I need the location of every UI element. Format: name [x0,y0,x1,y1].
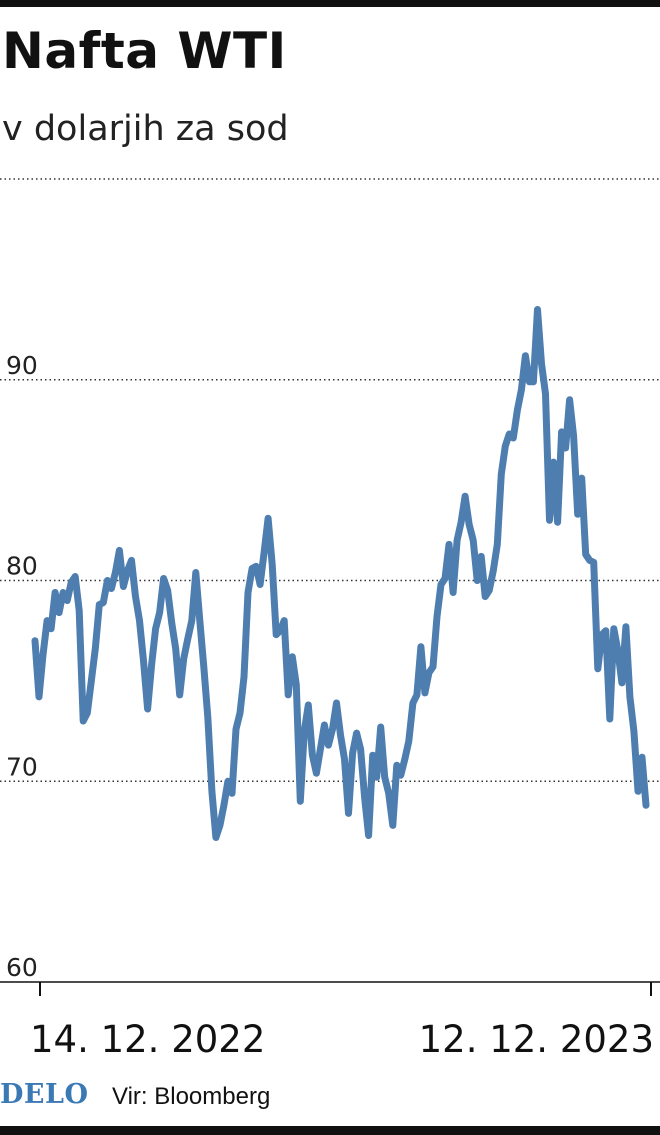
y-tick-label-90: 90 [6,351,38,380]
y-tick-label-80: 80 [6,552,38,581]
source-credit: Vir: Bloomberg [112,1083,271,1110]
chart: 60 70 80 90 14. 12. 2022 12. 12. 2023 [0,178,660,1060]
y-tick-label-60: 60 [6,953,38,982]
footer: DELO Vir: Bloomberg [0,1075,660,1115]
series-line-wti [31,306,650,841]
x-tick-label-1: 14. 12. 2022 [30,1018,265,1060]
x-ticks: 14. 12. 2022 12. 12. 2023 [30,982,654,1060]
chart-subtitle: v dolarjih za sod [2,109,289,149]
bottom-rule [0,1126,660,1135]
y-tick-labels: 60 70 80 90 [6,351,38,982]
x-tick-label-2: 12. 12. 2023 [419,1018,654,1060]
y-tick-label-70: 70 [6,752,38,781]
top-rule [0,0,660,7]
delo-logo: DELO [0,1079,89,1110]
chart-title: Nafta WTI [2,22,287,80]
gridlines [0,178,660,782]
